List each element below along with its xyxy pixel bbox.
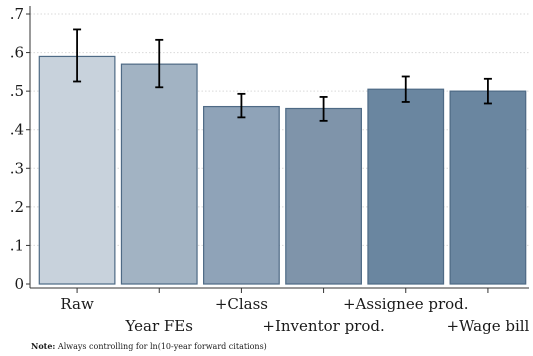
y-tick-label: .3 <box>10 159 24 177</box>
error-bars <box>73 28 492 122</box>
y-tick-label: .6 <box>10 44 24 62</box>
y-tick-label: .2 <box>10 198 24 216</box>
x-axis: Raw Year FEs +Class +Inventor prod. +Assigne… <box>30 287 530 335</box>
y-tick-label: 0 <box>14 275 24 293</box>
bars <box>38 55 527 285</box>
note-label: Note: <box>31 341 56 351</box>
category-label: +Inventor prod. <box>262 317 384 335</box>
note-text: Always controlling for ln(10-year forwar… <box>55 342 267 351</box>
category-label: +Class <box>215 295 268 313</box>
y-tick-label: .4 <box>10 121 24 139</box>
bar <box>285 107 362 285</box>
chart-note: Note: Always controlling for ln(10-year … <box>31 341 267 351</box>
bar <box>203 105 280 285</box>
bar <box>367 88 445 285</box>
bar <box>449 90 527 285</box>
y-axis: 0 .1 .2 .3 .4 .5 .6 .7 <box>10 5 31 293</box>
category-label: +Wage bill <box>446 317 529 335</box>
y-tick-label: .5 <box>10 82 24 100</box>
y-tick-label: .7 <box>10 5 24 23</box>
bar <box>120 63 198 285</box>
category-label: Raw <box>60 295 94 313</box>
bar <box>38 55 116 285</box>
y-tick-label: .1 <box>10 236 24 254</box>
category-label: +Assignee prod. <box>343 295 469 313</box>
bar-chart: 0 .1 .2 .3 .4 .5 .6 .7 Raw Year FEs +Class +Invent… <box>10 5 530 335</box>
category-label: Year FEs <box>125 317 193 335</box>
